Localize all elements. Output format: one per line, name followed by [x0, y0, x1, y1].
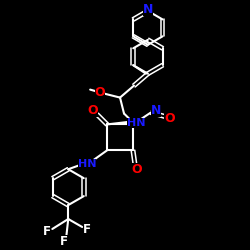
Text: O: O: [88, 104, 99, 117]
Text: HN: HN: [78, 159, 96, 169]
Text: HN: HN: [127, 118, 145, 128]
Text: F: F: [83, 224, 91, 236]
Text: F: F: [43, 226, 51, 238]
Text: N: N: [143, 4, 153, 16]
Text: F: F: [60, 236, 68, 248]
Text: O: O: [132, 163, 142, 176]
Text: O: O: [95, 86, 106, 99]
Text: O: O: [164, 112, 175, 125]
Text: N: N: [151, 104, 161, 117]
